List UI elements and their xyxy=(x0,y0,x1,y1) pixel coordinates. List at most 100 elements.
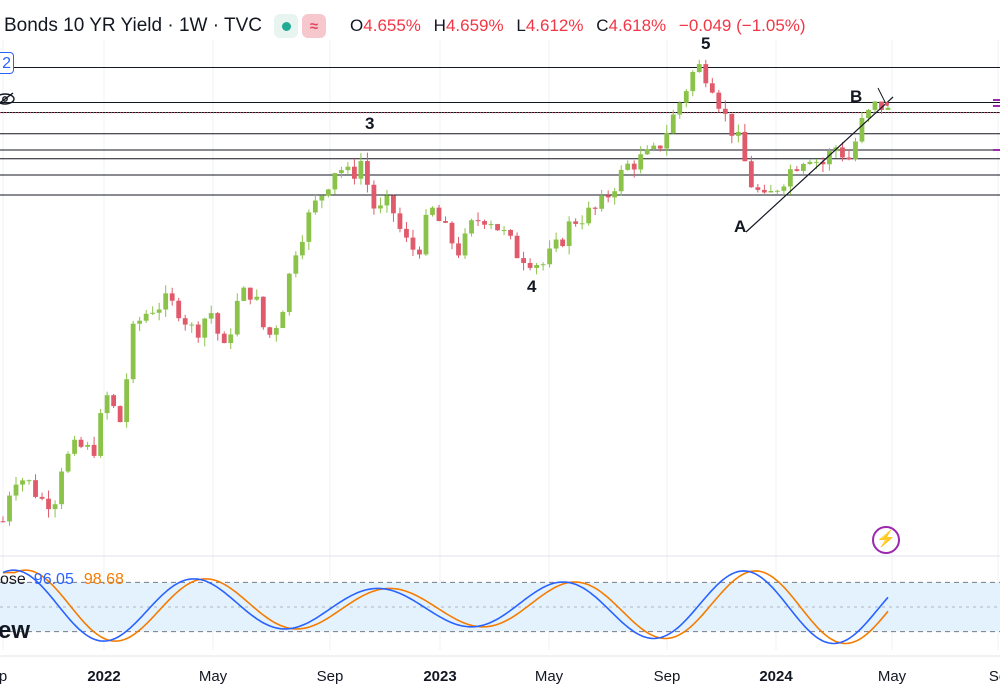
candle-body xyxy=(879,101,884,110)
candle-body xyxy=(664,133,670,149)
candle-body xyxy=(755,187,761,190)
candle-body xyxy=(846,157,852,160)
left-badge[interactable]: 2 xyxy=(0,52,14,74)
candle-body xyxy=(482,221,487,225)
candle-body xyxy=(748,161,754,188)
candle-body xyxy=(703,64,709,84)
candle-body xyxy=(696,64,702,73)
candle-body xyxy=(592,207,598,209)
candle-body xyxy=(176,300,182,319)
candle-body xyxy=(371,184,377,209)
ohlc-readout: O4.655% H4.659% L4.612% C4.618% −0.049 (… xyxy=(350,16,806,36)
candle-body xyxy=(254,296,260,300)
candle-body xyxy=(338,170,344,174)
candle-body xyxy=(586,207,592,224)
close-label: C xyxy=(596,16,609,35)
candle-body xyxy=(59,471,64,505)
candle-body xyxy=(351,166,357,179)
candle-body xyxy=(534,265,540,268)
candle-body xyxy=(293,255,299,274)
candle-body xyxy=(247,287,253,300)
candle-body xyxy=(781,186,787,191)
candle-body xyxy=(456,243,461,256)
wave-label-4: 4 xyxy=(527,277,537,296)
high-value: 4.659% xyxy=(445,16,504,35)
candle-body xyxy=(566,221,572,247)
candle-body xyxy=(579,223,585,225)
candle-body xyxy=(345,166,351,171)
candle-body xyxy=(820,161,826,165)
candle-body xyxy=(638,154,644,170)
candle-body xyxy=(397,213,403,229)
wave-label-5: 5 xyxy=(701,34,711,53)
candle-body xyxy=(774,190,780,192)
candle-body xyxy=(306,212,312,242)
close-value: 4.618% xyxy=(608,16,667,35)
candle-body xyxy=(423,214,429,255)
candle-body xyxy=(475,220,481,222)
candle-body xyxy=(65,453,71,472)
candle-body xyxy=(202,318,208,338)
candle-body xyxy=(644,149,650,155)
stoch-k-line xyxy=(2,569,889,645)
candle-body xyxy=(0,521,6,523)
b-pointer xyxy=(877,87,887,105)
candle-body xyxy=(208,313,214,319)
candle-body xyxy=(189,324,195,326)
x-tick-label: 2022 xyxy=(87,668,121,685)
candle-body xyxy=(273,328,279,335)
candle-body xyxy=(605,195,611,198)
stoch-legend: ose 96.05 98.68 xyxy=(0,571,124,589)
candle-body xyxy=(384,195,390,206)
candle-body xyxy=(521,258,526,263)
candle-body xyxy=(761,189,767,193)
stoch-d-value: 98.68 xyxy=(83,571,124,588)
candle-body xyxy=(872,101,878,110)
open-label: O xyxy=(350,16,364,35)
candle-body xyxy=(625,163,631,170)
candle-body xyxy=(7,495,12,522)
eye-off-icon[interactable] xyxy=(0,92,16,106)
candle-body xyxy=(859,118,865,142)
symbol-title[interactable]: Bonds 10 YR Yield · 1W · TVC xyxy=(4,15,263,36)
candle-body xyxy=(33,480,38,497)
candle-body xyxy=(182,318,188,325)
trend-line-ab xyxy=(745,96,894,233)
candle-body xyxy=(866,109,871,119)
candle-body xyxy=(228,334,234,344)
candle-body xyxy=(501,230,507,232)
candle-body xyxy=(150,312,156,314)
candle-body xyxy=(267,327,273,335)
candle-body xyxy=(462,233,468,256)
x-tick-label: Se xyxy=(988,668,1000,685)
wave-label-a: A xyxy=(734,217,747,236)
candle-body xyxy=(163,293,169,310)
watermark: ew xyxy=(0,617,31,644)
candle-body xyxy=(690,72,696,92)
delayed-data-icon[interactable]: ≈ xyxy=(302,14,327,38)
candle-body xyxy=(78,439,84,447)
candle-body xyxy=(885,107,891,110)
candle-body xyxy=(853,141,858,160)
candle-body xyxy=(319,195,325,201)
candle-body xyxy=(670,114,676,134)
candle-body xyxy=(729,113,735,136)
wave-label-3: 3 xyxy=(365,114,375,133)
candle-body xyxy=(495,224,500,231)
low-value: 4.612% xyxy=(525,16,584,35)
candle-body xyxy=(365,161,370,185)
candle-body xyxy=(657,145,663,149)
candle-body xyxy=(508,230,513,236)
candle-body xyxy=(20,480,25,485)
candle-body xyxy=(280,312,286,329)
candle-body xyxy=(709,83,715,93)
x-tick-label: May xyxy=(877,668,907,685)
candle-body xyxy=(742,131,748,162)
last-price-dot xyxy=(885,102,889,106)
candle-body xyxy=(469,220,474,234)
candle-body xyxy=(312,200,318,213)
lightning-icon[interactable]: ⚡ xyxy=(872,526,900,554)
low-label: L xyxy=(516,16,526,35)
candle-body xyxy=(234,300,240,335)
